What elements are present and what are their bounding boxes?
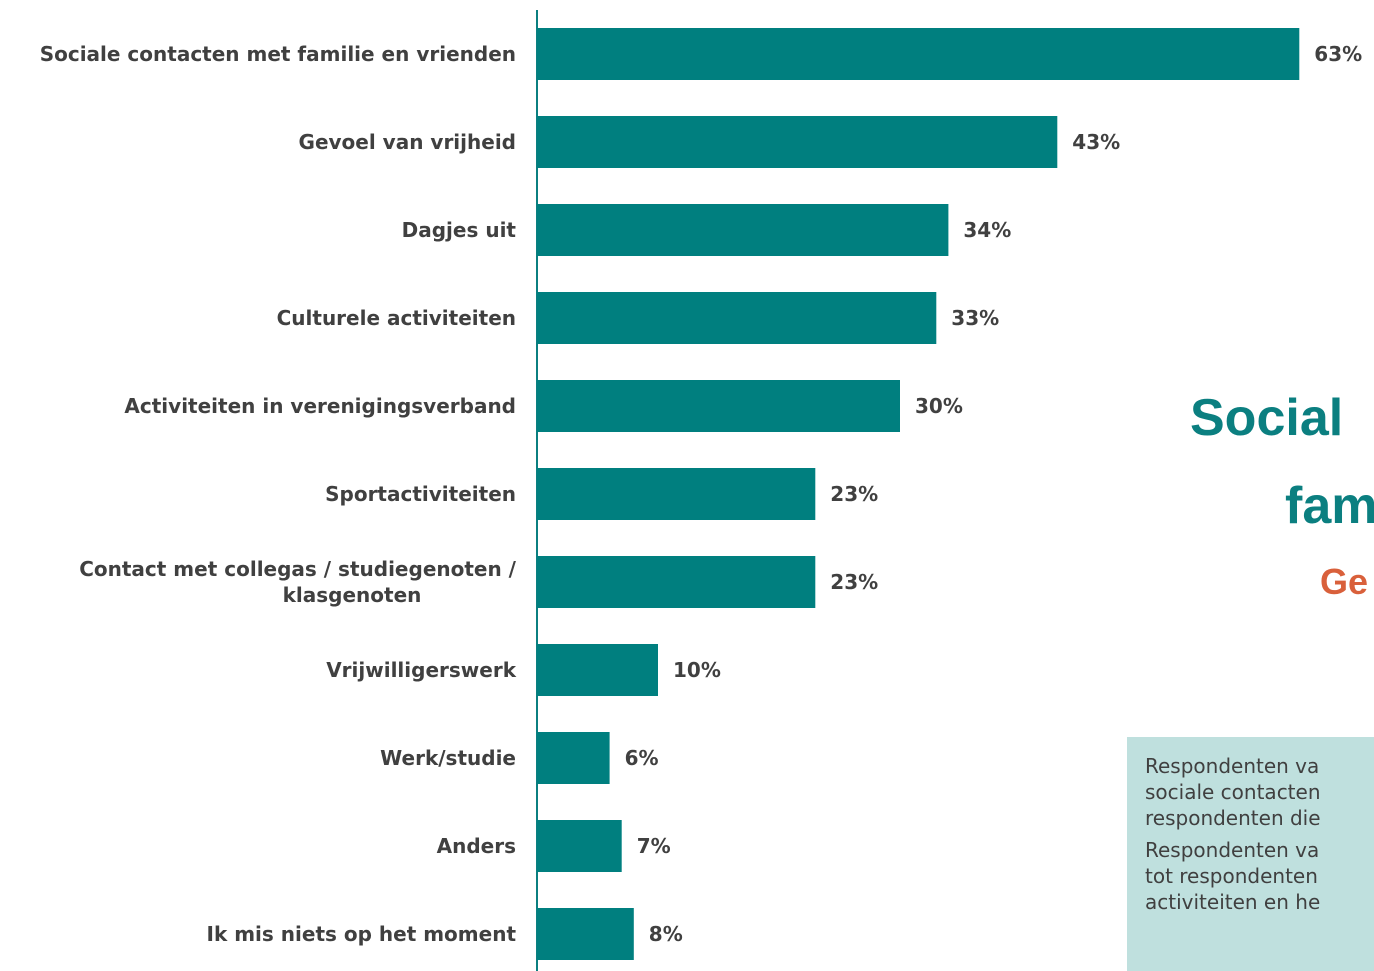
category-label-5: Activiteiten in verenigingsverband — [124, 394, 516, 418]
note-box: Respondenten va sociale contacten respon… — [1127, 737, 1374, 971]
value-label-9: 6% — [625, 746, 659, 770]
bar-10 — [537, 820, 622, 872]
note-paragraph-1: Respondenten va sociale contacten respon… — [1145, 754, 1321, 830]
category-labels-group: Sociale contacten met familie en vriende… — [40, 42, 517, 946]
bar-11 — [537, 908, 634, 960]
bar-5 — [537, 380, 900, 432]
bars-group — [537, 28, 1300, 960]
bar-1 — [537, 28, 1300, 80]
value-label-2: 43% — [1072, 130, 1120, 154]
value-label-11: 8% — [649, 922, 683, 946]
category-label-8: Vrijwilligerswerk — [326, 658, 517, 682]
bar-4 — [537, 292, 937, 344]
category-label-11: Ik mis niets op het moment — [207, 922, 517, 946]
value-label-5: 30% — [915, 394, 963, 418]
category-label-6: Sportactiviteiten — [325, 482, 516, 506]
value-label-1: 63% — [1314, 42, 1362, 66]
value-label-7: 23% — [830, 570, 878, 594]
category-label-9: Werk/studie — [380, 746, 516, 770]
note-paragraph-2: Respondenten va tot respondenten activit… — [1145, 838, 1321, 914]
value-label-3: 34% — [963, 218, 1011, 242]
headline-line-1: Social — [1190, 389, 1344, 447]
bar-7 — [537, 556, 816, 608]
category-label-7-line-1: Contact met collegas / studiegenoten / — [79, 557, 516, 581]
bar-2 — [537, 116, 1058, 168]
headline-line-2: fam — [1285, 477, 1374, 535]
subheadline: Ge — [1320, 561, 1369, 602]
category-label-7-line-2: klasgenoten — [283, 583, 422, 607]
category-label-3: Dagjes uit — [402, 218, 517, 242]
bar-9 — [537, 732, 610, 784]
category-label-7: Contact met collegas / studiegenoten / kl… — [79, 557, 516, 607]
value-labels-group: 63% 43% 34% 33% 30% 23% 23% 10% 6% 7% 8% — [625, 42, 1363, 946]
category-label-2: Gevoel van vrijheid — [299, 130, 516, 154]
bar-6 — [537, 468, 816, 520]
bar-3 — [537, 204, 949, 256]
category-label-4: Culturele activiteiten — [277, 306, 516, 330]
bar-8 — [537, 644, 658, 696]
category-label-10: Anders — [437, 834, 516, 858]
category-label-1: Sociale contacten met familie en vriende… — [40, 42, 516, 66]
value-label-6: 23% — [830, 482, 878, 506]
value-label-4: 33% — [951, 306, 999, 330]
value-label-10: 7% — [637, 834, 671, 858]
value-label-8: 10% — [673, 658, 721, 682]
